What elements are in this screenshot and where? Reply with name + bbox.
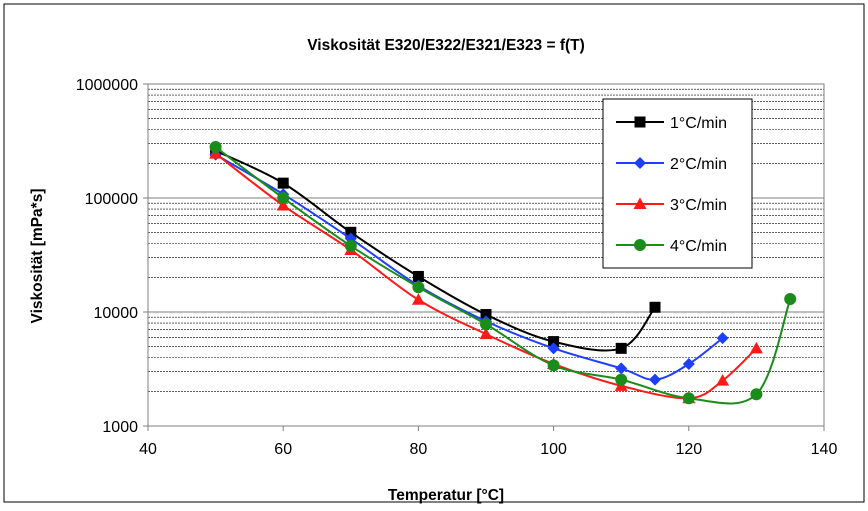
x-axis-label: Temperatur [°C] (388, 487, 504, 504)
legend-marker (634, 157, 646, 169)
data-point (412, 281, 425, 294)
data-point (411, 293, 425, 305)
data-point (649, 373, 661, 386)
legend-marker (634, 239, 646, 251)
legend-marker (633, 197, 647, 209)
legend-box (602, 98, 753, 269)
data-point (277, 192, 290, 204)
legend: 1°C/min 2°C/min 3°C/min 4°C/min (602, 98, 753, 269)
data-point (547, 359, 560, 372)
data-point (649, 301, 661, 313)
chart-title: Viskosität E320/E322/E321/E323 = f(T) (307, 37, 585, 54)
data-point (209, 141, 222, 154)
data-point (750, 388, 763, 401)
data-point (412, 270, 424, 282)
data-point (344, 239, 357, 252)
series-line (215, 153, 724, 381)
legend-label: 1°C/min (670, 115, 727, 132)
data-point (276, 198, 290, 211)
legend-label: 4°C/min (670, 238, 727, 255)
legend-marker (634, 116, 646, 128)
x-tick-label: 80 (410, 441, 428, 458)
data-point (682, 392, 695, 405)
y-tick-label: 1000 (102, 419, 138, 436)
legend-label: 2°C/min (670, 156, 727, 173)
data-point (749, 341, 763, 354)
data-point (784, 293, 797, 306)
x-tick-label: 100 (540, 441, 567, 458)
data-series (209, 141, 797, 405)
data-point (480, 309, 492, 321)
series-4 (209, 141, 797, 405)
y-tick-label: 100000 (85, 191, 138, 208)
x-tick-label: 120 (675, 441, 702, 458)
legend-entry: 2°C/min (616, 156, 727, 173)
data-point (716, 374, 730, 386)
data-point (479, 327, 493, 340)
series-line (215, 149, 656, 352)
data-point (615, 362, 628, 375)
data-point (716, 332, 729, 345)
y-axis-label: Viskosität [mPa*s] (29, 189, 46, 324)
legend-label: 3°C/min (670, 197, 727, 214)
data-point (615, 373, 628, 386)
data-point (277, 177, 289, 189)
legend-entry: 1°C/min (616, 115, 727, 132)
x-tick-label: 60 (274, 441, 292, 458)
y-tick-label: 10000 (94, 305, 139, 322)
data-point (548, 336, 560, 348)
plot-area (147, 83, 825, 427)
data-point (615, 342, 627, 354)
data-point (345, 226, 357, 238)
series-line (214, 152, 758, 400)
y-tick-label: 1000000 (76, 77, 138, 94)
x-tick-label: 40 (139, 441, 157, 458)
axis-ticks: 1000 10000 100000 1000000 40 60 80 100 120 140 (76, 77, 838, 458)
data-point (682, 357, 695, 370)
legend-entry: 3°C/min (616, 197, 727, 214)
series-line (214, 146, 792, 405)
x-tick-label: 140 (811, 441, 838, 458)
data-point (547, 342, 560, 355)
legend-entry: 4°C/min (616, 238, 727, 255)
data-point (480, 318, 492, 331)
